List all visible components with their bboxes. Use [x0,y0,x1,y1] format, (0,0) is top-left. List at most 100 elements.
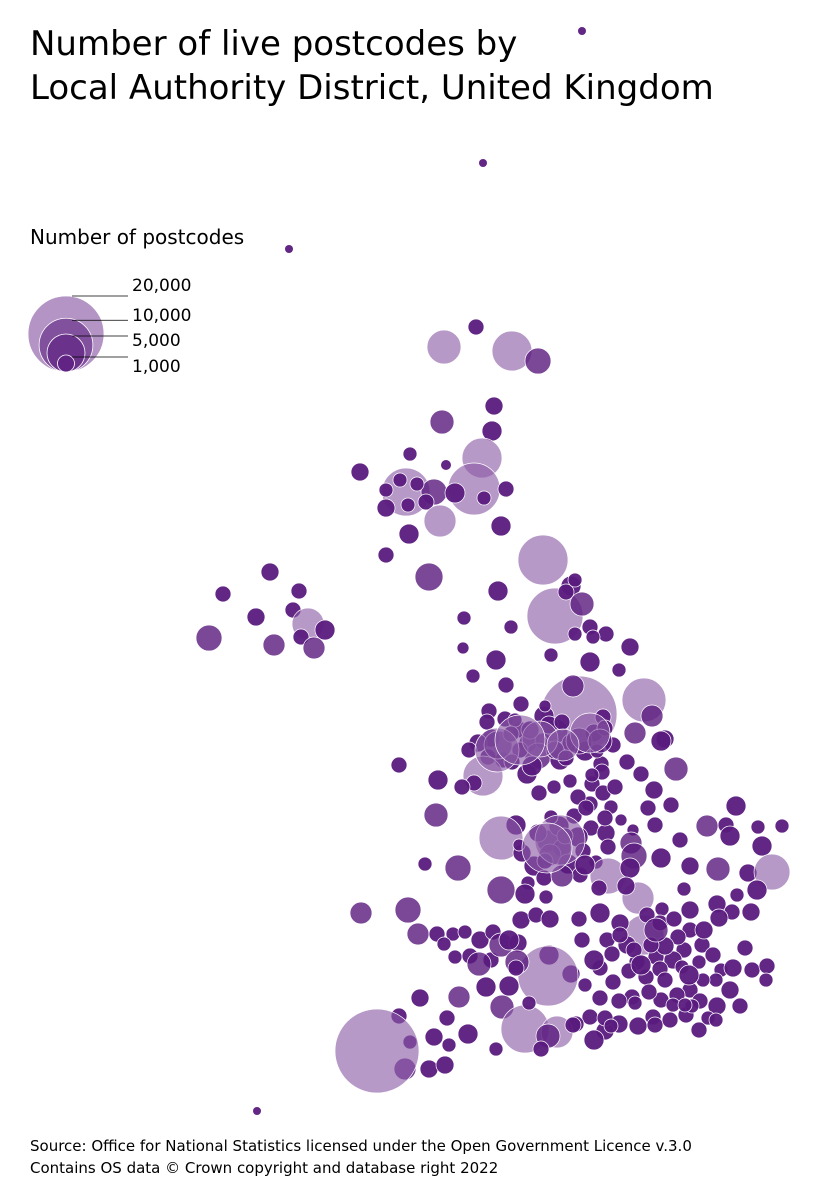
district-bubble [378,482,394,498]
district-bubble [498,929,520,951]
district-bubble [484,396,504,416]
district-bubble [597,625,615,643]
district-bubble [619,857,641,879]
district-bubble [424,1027,444,1047]
district-bubble [475,976,497,998]
district-bubble [569,591,595,617]
district-bubble [676,881,692,897]
district-bubble [426,329,462,365]
district-bubble [665,910,683,928]
district-bubble [628,1016,648,1036]
district-bubble [435,1055,455,1075]
district-bubble [350,462,370,482]
district-bubble [599,838,617,856]
map-title-line-2: Local Authority District, United Kingdom [30,68,714,108]
district-bubble [691,954,707,970]
district-bubble [729,887,745,903]
district-bubble [414,562,444,592]
district-bubble [614,813,628,827]
district-bubble [574,854,596,876]
district-bubble [470,930,490,950]
district-bubble [746,879,768,901]
district-bubble [400,497,416,513]
district-bubble [460,741,478,759]
district-bubble [214,585,232,603]
district-bubble [611,926,629,944]
district-bubble [678,964,700,986]
legend-label: 10,000 [132,306,191,326]
district-bubble [436,936,452,952]
legend-label: 20,000 [132,276,191,296]
district-bubble [394,896,422,924]
district-bubble [453,778,471,796]
district-bubble [467,318,485,336]
size-legend: 20,000 10,000 5,000 1,000 [27,276,191,377]
district-bubble [695,814,719,838]
district-bubble [253,1107,261,1115]
district-bubble [661,1011,679,1029]
postcode-bubbles [195,27,791,1115]
map-title: Number of live postcodes by Local Author… [30,22,714,110]
district-bubble [546,728,580,762]
district-bubble [656,971,674,989]
district-bubble [736,939,754,957]
district-bubble [662,796,680,814]
district-bubble [423,802,449,828]
district-bubble [538,699,552,713]
district-bubble [514,883,536,905]
district-bubble [577,799,595,817]
district-bubble [630,954,652,976]
district-bubble [486,875,516,905]
district-bubble [663,756,689,782]
district-bubble [590,879,608,897]
district-bubble [398,523,420,545]
district-bubble [517,534,569,586]
district-bubble [503,619,519,635]
district-bubble [419,1059,439,1079]
district-bubble [456,610,472,626]
district-bubble [690,1021,708,1039]
district-bubble [553,713,571,731]
legend-label: 1,000 [132,357,181,377]
district-bubble [632,765,650,783]
district-bubble [573,931,591,949]
district-bubble [195,624,223,652]
district-bubble [709,908,729,928]
district-bubble [292,628,310,646]
district-bubble [604,973,622,991]
district-bubble [584,767,600,783]
district-bubble [390,756,408,774]
district-bubble [743,961,761,979]
district-bubble [543,647,559,663]
district-bubble [583,1029,605,1051]
district-bubble [447,985,471,1009]
district-bubble [476,490,492,506]
district-bubble [589,902,611,924]
district-bubble [650,730,672,752]
district-bubble [485,649,507,671]
district-bubble [610,992,628,1010]
district-bubble [444,854,472,882]
district-bubble [643,917,669,943]
district-bubble [524,347,552,375]
district-bubble [646,1016,664,1034]
district-bubble [377,546,395,564]
district-bubble [410,988,430,1008]
district-bubble [741,902,761,922]
legend-label: 5,000 [132,331,181,351]
district-bubble [557,583,575,601]
legend-title: Number of postcodes [30,225,245,249]
district-bubble [708,972,724,988]
district-bubble [644,780,664,800]
district-bubble [731,997,749,1015]
source-note: Source: Office for National Statistics l… [30,1135,692,1179]
district-bubble [417,493,435,511]
district-bubble [530,784,548,802]
district-bubble [488,1041,504,1057]
district-bubble [521,822,573,874]
district-bubble [302,636,326,660]
district-bubble [758,972,774,988]
district-bubble [579,651,601,673]
district-bubble [441,1037,457,1053]
